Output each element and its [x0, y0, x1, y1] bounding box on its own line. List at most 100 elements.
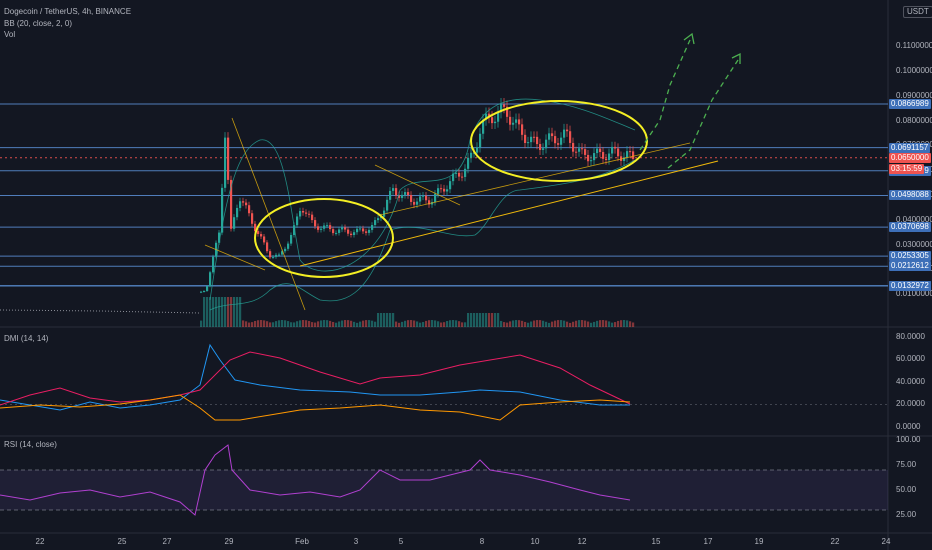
volume-bar — [326, 320, 329, 327]
volume-bar — [371, 320, 374, 327]
volume-bar — [473, 313, 476, 327]
volume-bar — [362, 320, 365, 327]
candle-body — [491, 117, 494, 124]
volume-bar — [251, 322, 254, 327]
candle-body — [596, 148, 599, 154]
volume-bar — [410, 320, 413, 327]
candle-body — [251, 213, 254, 224]
candle-body — [566, 129, 569, 132]
volume-bar — [524, 321, 527, 327]
candle-body — [248, 205, 251, 214]
candle-body — [401, 194, 404, 198]
candle-body — [425, 195, 428, 201]
candle-body — [341, 227, 344, 230]
trend-line — [204, 244, 266, 271]
volume-bar — [284, 320, 287, 327]
candle-body — [374, 220, 377, 226]
candle-body — [455, 172, 458, 174]
volume-bar — [632, 322, 635, 327]
time-axis-label: 25 — [117, 537, 127, 546]
bb-indicator-label[interactable]: BB (20, close, 2, 0) — [4, 19, 73, 28]
dmi-axis-tick: 0.0000 — [896, 422, 921, 431]
currency-button[interactable]: USDT — [903, 6, 932, 18]
candle-body — [539, 144, 542, 150]
candle-body — [467, 157, 470, 169]
candle-body — [599, 148, 602, 153]
candle-body — [461, 176, 464, 178]
volume-bar — [569, 322, 572, 327]
projection-arrow — [667, 59, 739, 169]
candle-body — [278, 254, 281, 256]
dmi-axis-tick: 80.0000 — [896, 331, 925, 341]
candle-body — [593, 153, 596, 161]
volume-bar — [221, 297, 224, 327]
volume-bar — [353, 321, 356, 327]
volume-bar — [470, 313, 473, 327]
candle-body — [407, 192, 410, 196]
volume-bar — [479, 313, 482, 327]
volume-bar — [425, 320, 428, 327]
candle-body — [206, 286, 209, 292]
candle-body — [488, 113, 491, 118]
volume-bar — [527, 322, 530, 327]
candle-body — [446, 189, 449, 192]
volume-bar — [623, 320, 626, 327]
candle-body — [575, 151, 578, 153]
candle-body — [512, 122, 515, 125]
dmi-indicator-label[interactable]: DMI (14, 14) — [4, 334, 49, 343]
volume-bar — [374, 321, 377, 327]
candle-body — [572, 142, 575, 152]
candle-body — [323, 225, 326, 229]
volume-bar — [260, 320, 263, 327]
volume-bar — [383, 313, 386, 327]
price-axis-tick: 0.0300000 — [896, 239, 932, 249]
volume-bar — [518, 320, 521, 327]
volume-bar — [230, 297, 233, 327]
rsi-indicator-label[interactable]: RSI (14, close) — [4, 440, 57, 449]
candle-body — [212, 256, 215, 273]
volume-bar — [467, 313, 470, 327]
volume-bar — [359, 321, 362, 327]
time-axis-label: 10 — [530, 537, 540, 546]
candle-body — [614, 146, 617, 149]
volume-bar — [626, 320, 629, 327]
volume-bar — [320, 320, 323, 327]
volume-bar — [233, 297, 236, 327]
volume-bar — [245, 321, 248, 327]
volume-bar — [293, 322, 296, 327]
volume-bar — [515, 320, 518, 327]
volume-bar — [614, 322, 617, 327]
candle-body — [476, 147, 479, 153]
candle-body — [605, 158, 608, 161]
volume-bar — [533, 320, 536, 327]
candle-body — [422, 195, 425, 197]
candle-body — [545, 139, 548, 149]
volume-bar — [335, 322, 338, 327]
projection-arrowhead — [683, 32, 695, 45]
rsi-axis-tick: 25.00 — [896, 510, 917, 519]
candle-body — [221, 187, 224, 233]
candle-body — [392, 188, 395, 191]
candle-body — [380, 216, 383, 219]
candle-body — [293, 225, 296, 235]
candle-body — [338, 229, 341, 233]
candle-body — [335, 232, 338, 234]
time-axis-label: 5 — [398, 537, 404, 546]
candle-body — [302, 210, 305, 213]
volume-bar — [218, 297, 221, 327]
candle-body — [410, 195, 413, 202]
volume-indicator-label[interactable]: Vol — [4, 30, 16, 39]
volume-bar — [317, 321, 320, 327]
volume-bar — [605, 320, 608, 327]
candle-body — [509, 116, 512, 125]
volume-bar — [458, 321, 461, 327]
candle-body — [269, 251, 272, 258]
volume-bar — [485, 313, 488, 327]
price-level-tag: 0.0691157 — [889, 142, 931, 153]
candle-body — [632, 151, 635, 159]
candle-body — [254, 223, 257, 232]
volume-bar — [308, 320, 311, 327]
volume-bar — [545, 321, 548, 327]
candle-body — [224, 137, 227, 188]
